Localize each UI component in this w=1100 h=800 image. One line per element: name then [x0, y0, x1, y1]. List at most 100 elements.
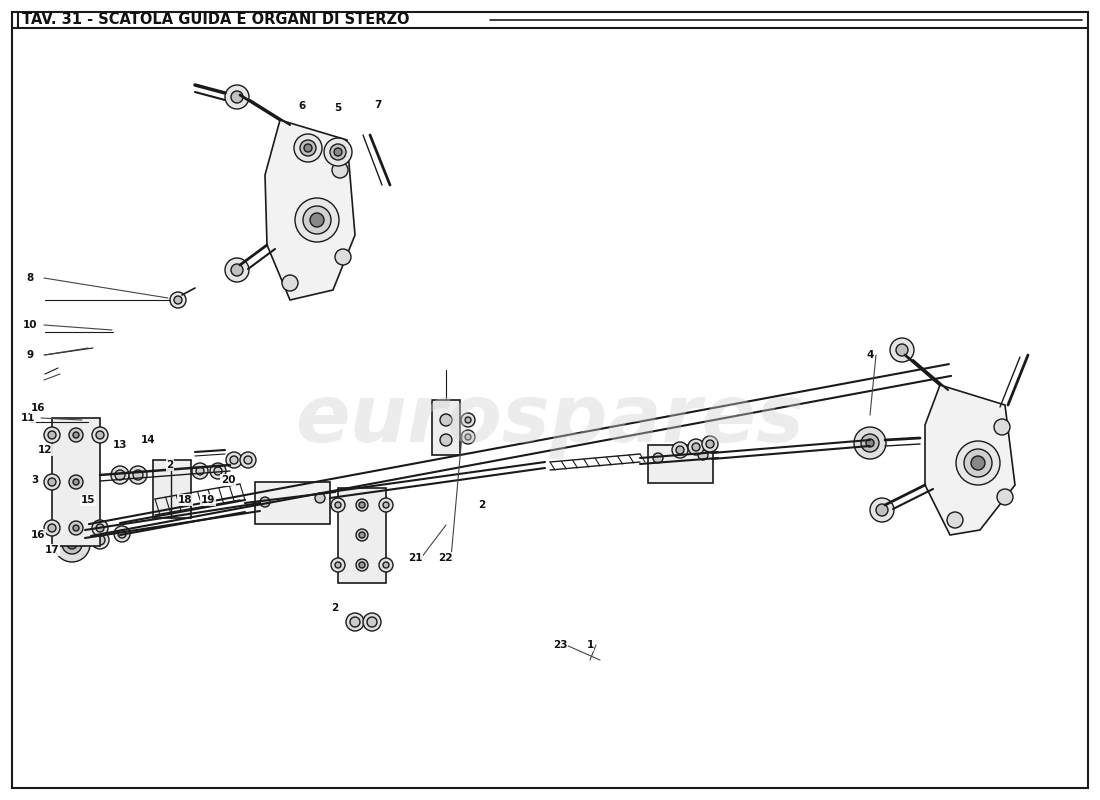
Circle shape: [672, 442, 688, 458]
Circle shape: [861, 434, 879, 452]
Circle shape: [315, 493, 324, 503]
Circle shape: [363, 613, 381, 631]
Circle shape: [111, 466, 129, 484]
Circle shape: [854, 427, 886, 459]
Circle shape: [226, 452, 242, 468]
Circle shape: [44, 474, 60, 490]
Circle shape: [324, 138, 352, 166]
Circle shape: [240, 452, 256, 468]
Circle shape: [336, 249, 351, 265]
Circle shape: [73, 525, 79, 531]
Circle shape: [379, 558, 393, 572]
Circle shape: [356, 559, 369, 571]
Text: 17: 17: [45, 545, 59, 555]
Circle shape: [73, 432, 79, 438]
Circle shape: [876, 504, 888, 516]
Circle shape: [706, 440, 714, 448]
Circle shape: [692, 443, 700, 451]
Circle shape: [302, 206, 331, 234]
Polygon shape: [52, 418, 100, 546]
Circle shape: [282, 275, 298, 291]
Circle shape: [54, 526, 90, 562]
Circle shape: [334, 148, 342, 156]
Circle shape: [947, 512, 962, 528]
Text: 18: 18: [178, 495, 192, 505]
Circle shape: [69, 521, 82, 535]
Polygon shape: [925, 385, 1015, 535]
Circle shape: [971, 456, 984, 470]
Circle shape: [231, 264, 243, 276]
Text: 9: 9: [26, 350, 34, 360]
Text: 22: 22: [438, 553, 452, 563]
Circle shape: [356, 499, 369, 511]
Bar: [648, 445, 713, 483]
Text: 2: 2: [331, 603, 339, 613]
Circle shape: [231, 91, 243, 103]
Circle shape: [214, 467, 222, 475]
Text: 10: 10: [23, 320, 37, 330]
Circle shape: [383, 562, 389, 568]
Bar: [338, 488, 386, 583]
Circle shape: [196, 467, 204, 475]
Text: 1: 1: [586, 640, 594, 650]
Circle shape: [96, 431, 104, 439]
Text: 6: 6: [298, 101, 306, 111]
Circle shape: [230, 456, 238, 464]
Circle shape: [44, 427, 60, 443]
Circle shape: [96, 524, 104, 532]
Text: TAV. 31 - SCATOLA GUIDA E ORGANI DI STERZO: TAV. 31 - SCATOLA GUIDA E ORGANI DI STER…: [22, 13, 409, 27]
Circle shape: [440, 414, 452, 426]
Circle shape: [336, 562, 341, 568]
Circle shape: [698, 450, 708, 460]
Text: 2: 2: [166, 460, 174, 470]
Circle shape: [359, 562, 365, 568]
Polygon shape: [265, 120, 355, 300]
Circle shape: [210, 463, 225, 479]
Text: 5: 5: [334, 103, 342, 113]
Circle shape: [994, 419, 1010, 435]
Circle shape: [653, 453, 663, 463]
Text: eurospares: eurospares: [296, 381, 804, 459]
Circle shape: [300, 140, 316, 156]
Text: 7: 7: [374, 100, 382, 110]
Circle shape: [461, 430, 475, 444]
Circle shape: [702, 436, 718, 452]
Circle shape: [870, 498, 894, 522]
Circle shape: [350, 617, 360, 627]
Circle shape: [69, 475, 82, 489]
Circle shape: [92, 520, 108, 536]
Circle shape: [359, 532, 365, 538]
Circle shape: [48, 478, 56, 486]
Circle shape: [114, 526, 130, 542]
Circle shape: [331, 498, 345, 512]
Circle shape: [465, 417, 471, 423]
Circle shape: [356, 529, 369, 541]
Circle shape: [118, 530, 127, 538]
Text: 21: 21: [408, 553, 422, 563]
Circle shape: [48, 431, 56, 439]
Circle shape: [294, 134, 322, 162]
Circle shape: [890, 338, 914, 362]
Text: 2: 2: [478, 500, 485, 510]
Circle shape: [62, 534, 82, 554]
Circle shape: [192, 463, 208, 479]
Text: 3: 3: [32, 475, 39, 485]
Circle shape: [92, 427, 108, 443]
Circle shape: [73, 479, 79, 485]
Circle shape: [956, 441, 1000, 485]
Circle shape: [226, 85, 249, 109]
Circle shape: [688, 439, 704, 455]
Circle shape: [170, 292, 186, 308]
Circle shape: [866, 439, 874, 447]
Circle shape: [332, 162, 348, 178]
Circle shape: [331, 558, 345, 572]
Text: 19: 19: [201, 495, 216, 505]
Circle shape: [997, 489, 1013, 505]
Circle shape: [129, 466, 147, 484]
Circle shape: [244, 456, 252, 464]
Text: 12: 12: [37, 445, 53, 455]
Circle shape: [67, 539, 77, 549]
Circle shape: [964, 449, 992, 477]
Text: 16: 16: [31, 530, 45, 540]
Circle shape: [69, 428, 82, 442]
